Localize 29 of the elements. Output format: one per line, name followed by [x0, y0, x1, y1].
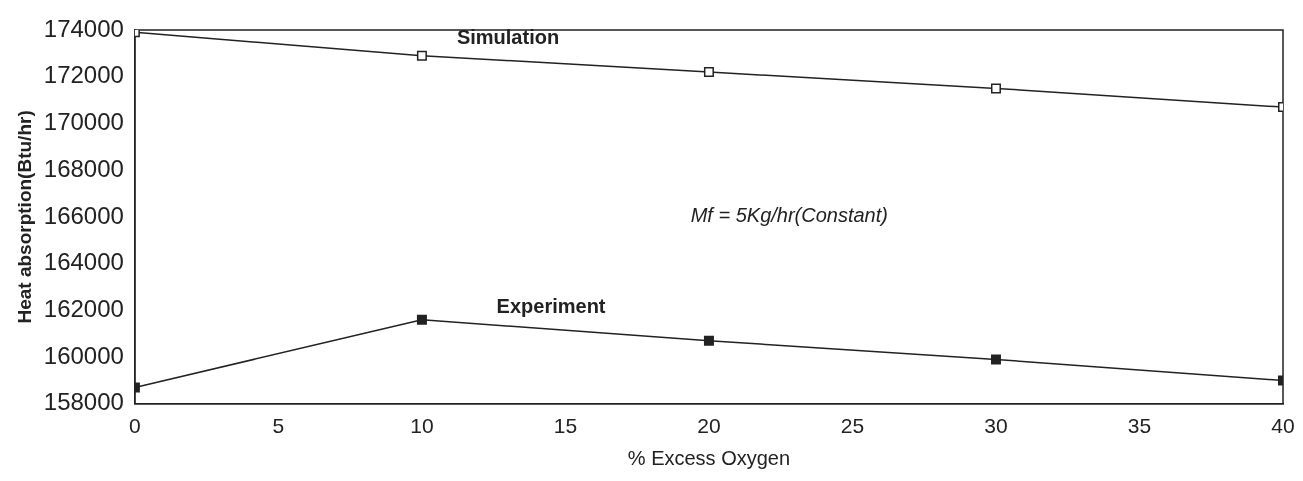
x-tick-label: 35 — [1127, 414, 1152, 438]
x-tick-label: 25 — [840, 414, 865, 438]
y-tick-label: 168000 — [43, 154, 124, 182]
y-tick-label: 170000 — [43, 108, 124, 136]
y-axis-title: Heat absorption(Btu/hr) — [13, 110, 35, 324]
point — [990, 83, 1001, 94]
point — [416, 50, 427, 61]
series-label: Simulation — [456, 26, 560, 49]
series-label: Experiment — [496, 294, 606, 317]
y-tick-label: 164000 — [43, 248, 124, 276]
x-axis-title: % Excess Oxygen — [627, 446, 791, 469]
x-tick-label: 40 — [1271, 414, 1295, 438]
x-tick-label: 10 — [410, 414, 434, 438]
x-tick-label: 20 — [697, 414, 721, 438]
annotation: Mf = 5Kg/hr(Constant) — [690, 204, 888, 227]
point — [703, 335, 714, 346]
point — [990, 354, 1001, 365]
point — [416, 314, 427, 325]
point — [703, 67, 714, 78]
y-tick-label: 162000 — [43, 294, 124, 322]
x-tick-label: 0 — [129, 414, 141, 438]
y-tick-label: 172000 — [43, 61, 124, 89]
y-tick-label: 174000 — [43, 14, 124, 42]
x-tick-label: 5 — [272, 414, 285, 438]
y-tick-label: 160000 — [43, 341, 124, 369]
x-tick-label: 30 — [984, 414, 1008, 438]
y-tick-label: 166000 — [43, 201, 124, 229]
x-tick-label: 15 — [553, 414, 578, 438]
y-tick-label: 158000 — [43, 388, 124, 416]
